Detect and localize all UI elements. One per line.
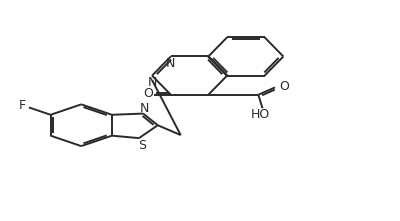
Text: N: N — [166, 57, 176, 70]
Text: O: O — [279, 80, 289, 93]
Text: N: N — [147, 76, 157, 90]
Text: F: F — [19, 99, 26, 112]
Text: N: N — [140, 102, 150, 115]
Text: HO: HO — [251, 108, 270, 121]
Text: O: O — [143, 87, 153, 100]
Text: S: S — [138, 139, 146, 152]
